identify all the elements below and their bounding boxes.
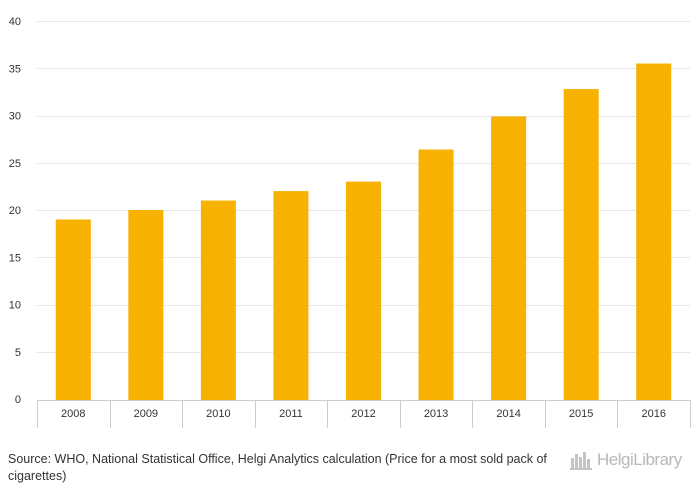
bar-2008: [55, 219, 91, 400]
x-tick-label: 2012: [351, 408, 375, 420]
y-tick-label: 40: [9, 16, 21, 28]
bar-2012: [346, 181, 381, 400]
bar-2015: [563, 89, 599, 400]
y-tick-label: 25: [9, 158, 21, 170]
bar-2016: [636, 63, 672, 401]
y-tick-label: 15: [9, 252, 21, 264]
x-axis: 2008 2009 2010 2011 2012 2013 2014 2015 2016: [37, 400, 691, 428]
x-tick-label: 2010: [206, 408, 230, 420]
bar-chart: 0 5 10 15 20 25 30 35 40 2008 2009 2010 2011 2012 201…: [9, 16, 691, 428]
x-tick-label: 2009: [134, 408, 158, 420]
y-tick-label: 5: [15, 347, 21, 359]
x-tick-label: 2015: [569, 408, 593, 420]
bar-2013: [418, 149, 454, 400]
x-tick-label: 2016: [641, 408, 665, 420]
y-tick-label: 20: [9, 205, 21, 217]
source-text: Source: WHO, National Statistical Office…: [8, 452, 547, 483]
y-tick-label: 35: [9, 63, 21, 75]
logo-text: HelgiLibrary: [597, 450, 682, 469]
bars: [55, 63, 672, 401]
bar-2011: [273, 191, 309, 400]
helgi-library-icon: [570, 452, 592, 470]
x-tick-label: 2008: [61, 408, 85, 420]
y-tick-label: 10: [9, 300, 21, 312]
bar-2010: [200, 200, 236, 400]
y-tick-label: 0: [15, 394, 21, 406]
y-tick-label: 30: [9, 111, 21, 123]
bar-2009: [128, 210, 164, 400]
helgi-library-logo: HelgiLibrary: [570, 449, 682, 471]
y-axis-ticks: 0 5 10 15 20 25 30 35 40: [9, 16, 21, 406]
x-tick-label: 2013: [424, 408, 448, 420]
x-tick-label: 2014: [496, 408, 520, 420]
bar-2014: [491, 116, 527, 400]
x-tick-label: 2011: [279, 408, 303, 420]
source-note: Source: WHO, National Statistical Office…: [8, 451, 548, 485]
